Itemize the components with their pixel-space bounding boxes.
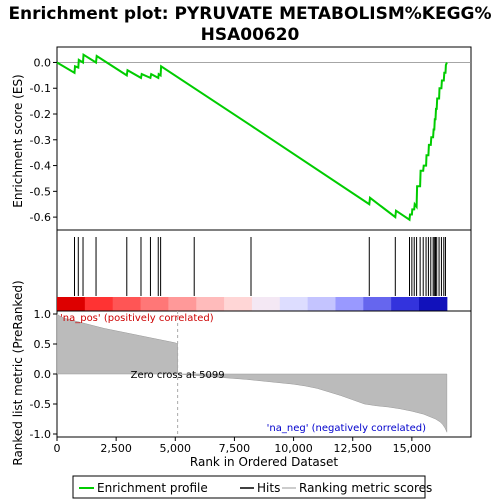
es-ytick-label: -0.2 (30, 108, 51, 121)
x-axis-label: Rank in Ordered Dataset (190, 455, 338, 469)
metric-area-group (56, 311, 448, 437)
heat-segment (196, 297, 225, 311)
metric-ytick-label: 0.0 (34, 368, 52, 381)
x-tick-label: 5,000 (160, 442, 192, 455)
pos-label: 'na_pos' (positively correlated) (60, 313, 214, 324)
metric-ytick-label: -0.5 (30, 398, 51, 411)
chart-title-line1: Enrichment plot: PYRUVATE METABOLISM%KEG… (8, 4, 491, 24)
x-tick-label: 0 (54, 442, 61, 455)
metric-ylabel: Ranked list metric (PreRanked) (11, 280, 25, 465)
legend-enrichment-label: Enrichment profile (97, 481, 208, 495)
heat-segment (251, 297, 281, 311)
es-ytick-label: -0.6 (30, 211, 51, 224)
metric-ytick-label: 0.5 (34, 338, 52, 351)
metric-y-axis: 1.0 0.5 0.0 -0.5 -1.0 (30, 308, 57, 441)
heat-segment (279, 297, 309, 311)
es-ytick-label: -0.4 (30, 160, 51, 173)
heat-segment (307, 297, 336, 311)
heat-segment (363, 297, 392, 311)
x-tick-label: 7,500 (219, 442, 251, 455)
es-panel-frame (56, 46, 472, 231)
legend-box (72, 475, 426, 499)
hits-group (74, 237, 446, 296)
es-ylabel: Enrichment score (ES) (11, 74, 25, 207)
es-ytick-label: 0.0 (34, 56, 52, 69)
legend-hits-label: Hits (257, 481, 280, 495)
heat-segment (57, 297, 86, 311)
es-line-group (56, 52, 471, 222)
x-tick-label: 12,500 (333, 442, 372, 455)
es-ytick-label: -0.5 (30, 185, 51, 198)
zero-cross-label: Zero cross at 5099 (131, 370, 225, 381)
rank-heat-bar (57, 297, 448, 311)
heat-segment (168, 297, 197, 311)
x-tick-label: 10,000 (274, 442, 313, 455)
metric-area (56, 313, 448, 433)
metric-ytick-label: 1.0 (34, 308, 52, 321)
metric-ytick-label: -1.0 (30, 428, 51, 441)
heat-segment (112, 297, 142, 311)
heat-segment (84, 297, 114, 311)
x-tick-label: 2,500 (100, 442, 132, 455)
x-axis: 0 2,500 5,000 7,500 10,000 12,500 15,000 (54, 437, 432, 455)
x-tick-label: 15,000 (393, 442, 432, 455)
es-ytick-label: -0.3 (30, 134, 51, 147)
heat-segment (224, 297, 253, 311)
chart-title-line2: HSA00620 (201, 25, 300, 45)
es-ytick-label: -0.1 (30, 82, 51, 95)
heat-segment (419, 297, 448, 311)
heat-segment (335, 297, 364, 311)
heat-segment (391, 297, 420, 311)
legend-metric-label: Ranking metric scores (299, 481, 432, 495)
es-profile-line (56, 52, 448, 222)
neg-label: 'na_neg' (negatively correlated) (267, 423, 426, 434)
heat-segment (140, 297, 169, 311)
es-y-axis: 0.0 -0.1 -0.2 -0.3 -0.4 -0.5 -0.6 (30, 56, 57, 224)
